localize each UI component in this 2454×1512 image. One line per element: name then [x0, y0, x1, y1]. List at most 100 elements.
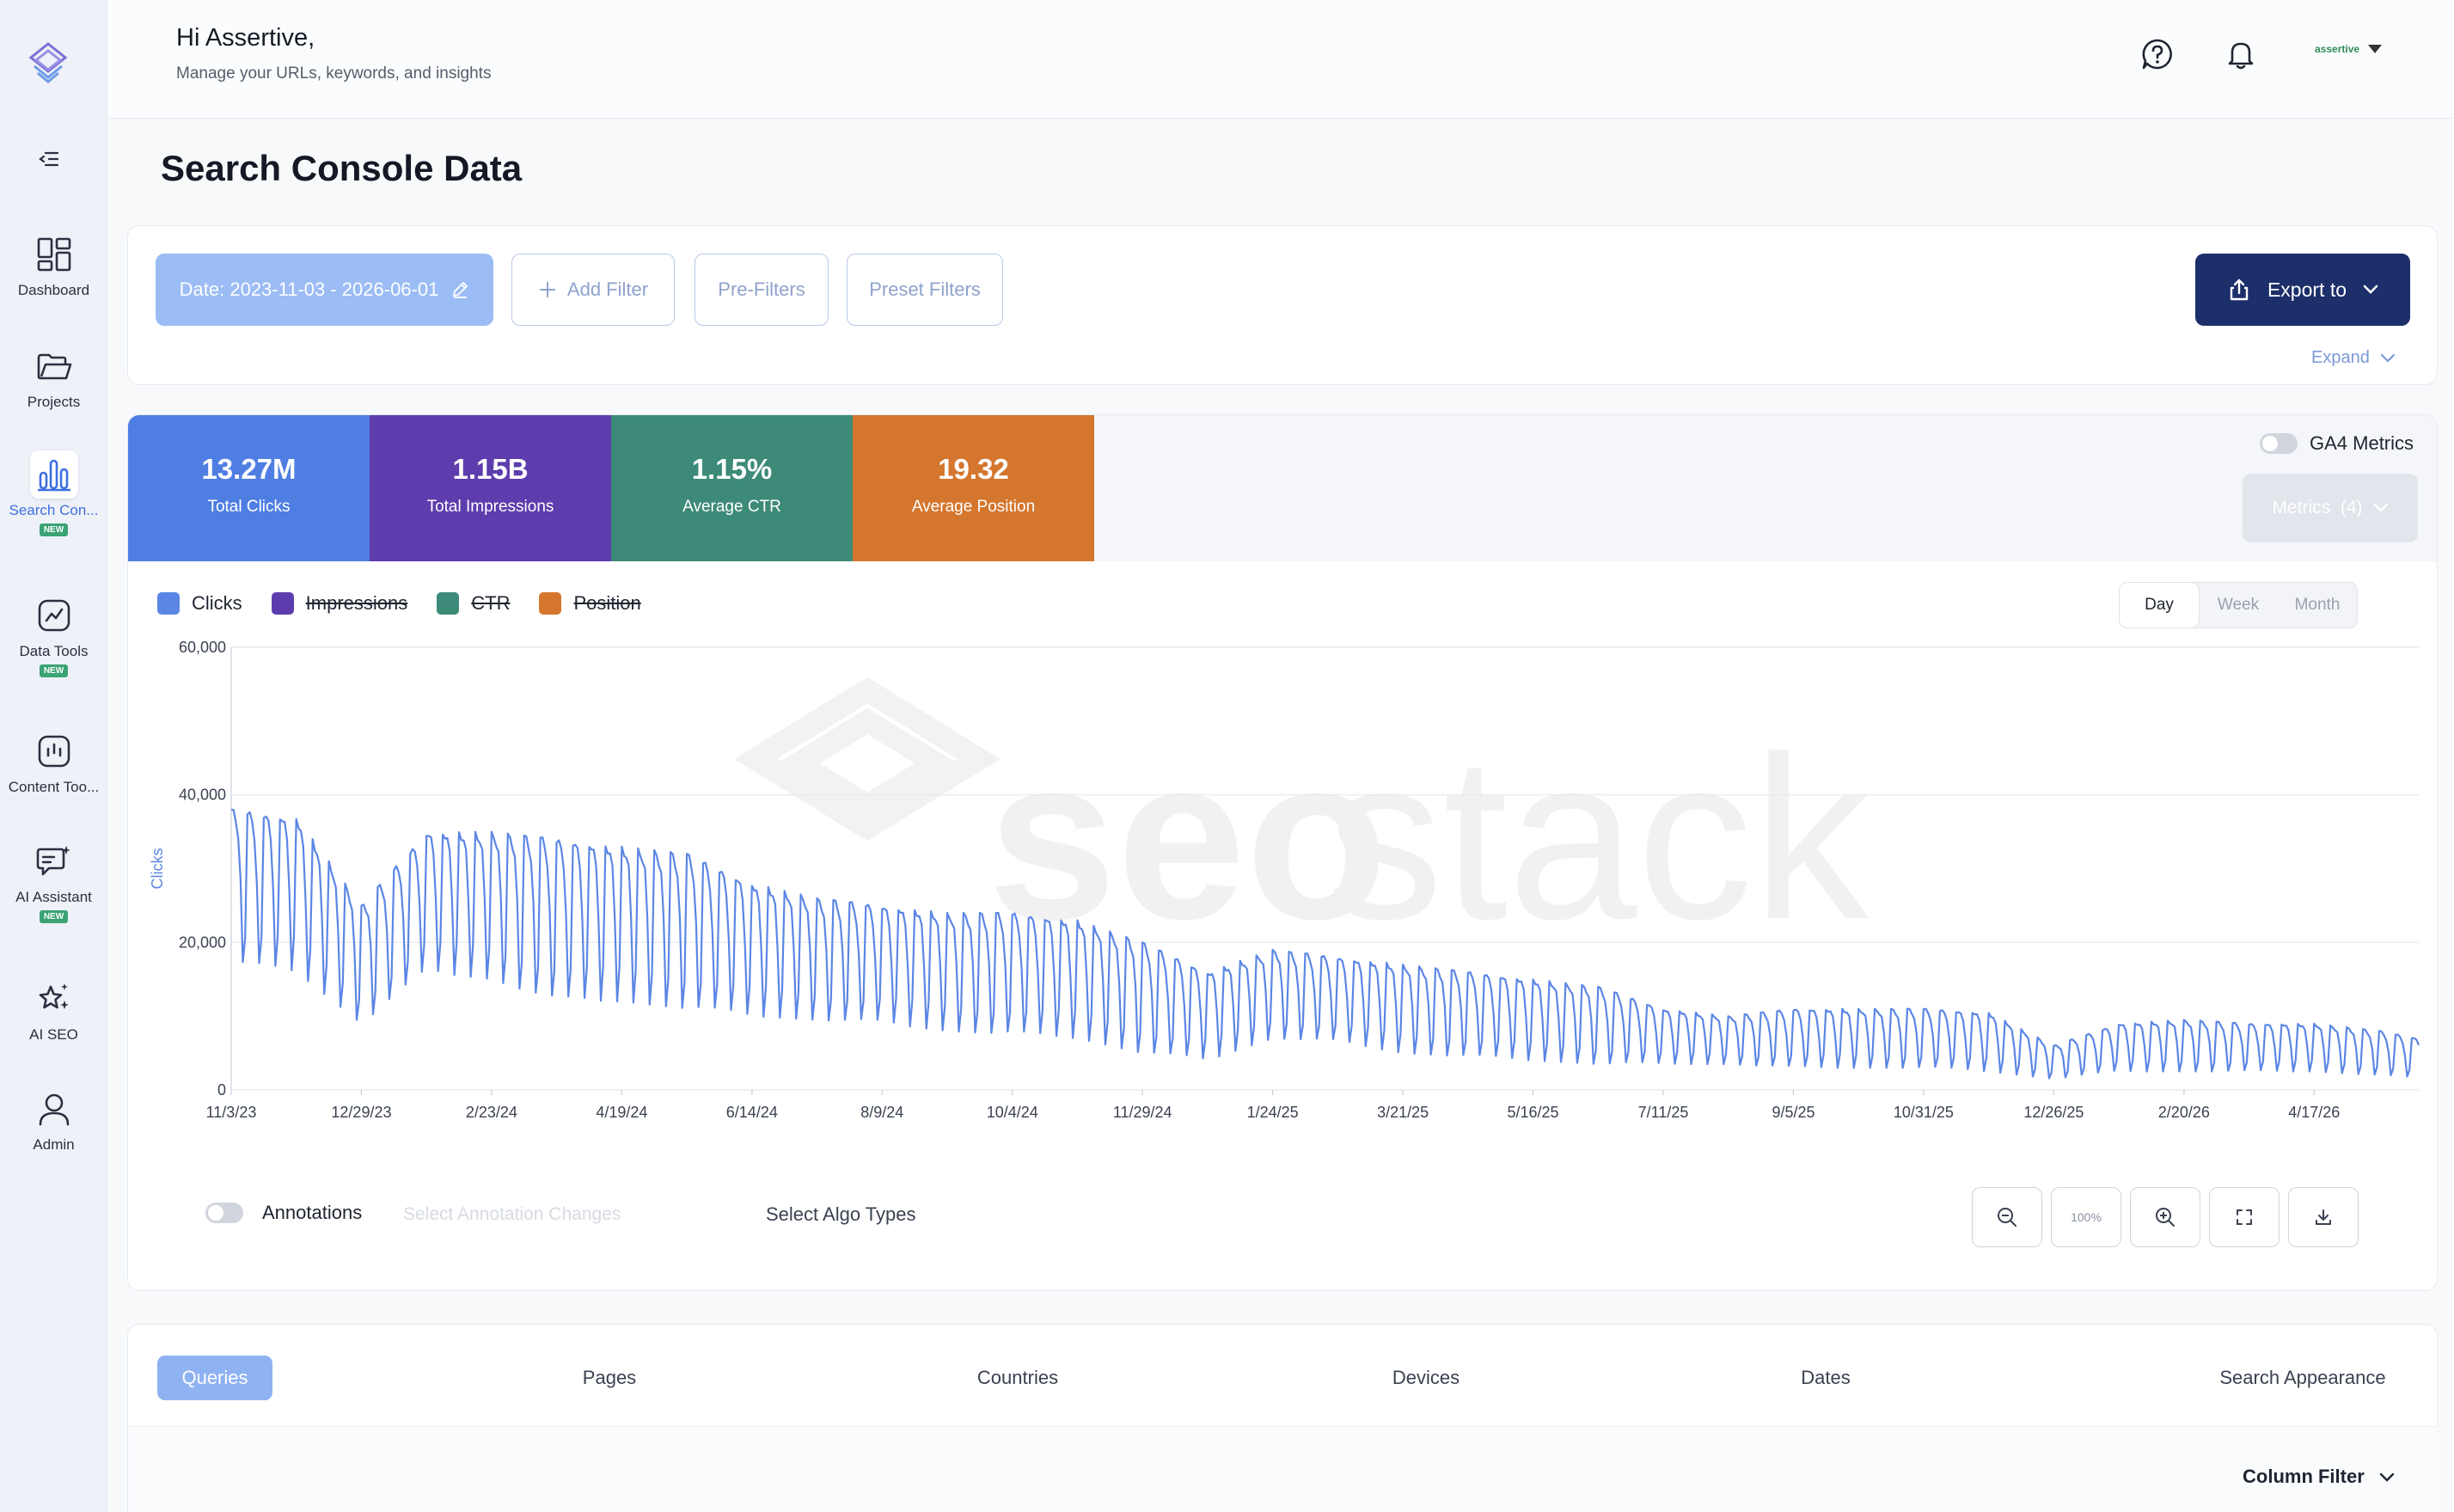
metric-total-clicks[interactable]: 13.27M Total Clicks [128, 415, 370, 561]
tab-devices[interactable]: Devices [1392, 1367, 1460, 1388]
sidebar-item-ai-seo[interactable]: AI SEO [0, 975, 107, 1044]
x-tick-label: 1/24/25 [1247, 1104, 1299, 1121]
download-icon [2316, 1209, 2331, 1225]
metric-average-ctr[interactable]: 1.15% Average CTR [611, 415, 853, 561]
tab-dates[interactable]: Dates [1801, 1367, 1851, 1388]
metrics-dropdown[interactable]: Metrics (4) [2243, 474, 2418, 542]
chat-sparkle-icon [30, 837, 78, 885]
clicks-line-chart[interactable]: seo stack 0 20,000 40,000 60,000 11/3/23 12/… [128, 621, 2438, 1154]
y-axis: 0 20,000 40,000 60,000 [179, 639, 226, 1099]
chevron-down-icon [2363, 285, 2378, 294]
metric-average-position[interactable]: 19.32 Average Position [853, 415, 1094, 561]
date-range-button[interactable]: Date: 2023-11-03 - 2026-06-01 [156, 254, 493, 326]
y-axis-label: Clicks [149, 848, 166, 890]
bar-chart-icon [29, 450, 78, 499]
watermark-bold: seo [988, 709, 1387, 968]
preset-filters-label: Preset Filters [869, 279, 981, 300]
sidebar-item-label: Dashboard [17, 282, 90, 298]
legend-label: Clicks [192, 592, 242, 614]
zoom-in-button[interactable] [2130, 1187, 2200, 1247]
legend-swatch [539, 592, 562, 615]
annotation-changes-select[interactable]: Select Annotation Changes [403, 1204, 621, 1224]
x-tick-label: 12/29/23 [331, 1104, 391, 1121]
metric-label: Average Position [911, 498, 1036, 516]
y-tick-label: 60,000 [179, 639, 226, 656]
sidebar-item-dashboard[interactable]: Dashboard [0, 230, 107, 299]
period-week-button[interactable]: Week [2217, 596, 2260, 614]
tab-pages[interactable]: Pages [582, 1367, 637, 1388]
y-tick-label: 0 [217, 1081, 226, 1099]
legend-label: CTR [471, 592, 511, 614]
metric-value: 1.15B [452, 453, 529, 485]
column-filter-button[interactable]: Column Filter [2243, 1466, 2396, 1488]
zoom-level-button[interactable]: 100% [2051, 1187, 2121, 1247]
tab-countries[interactable]: Countries [976, 1367, 1059, 1388]
dashboard-icon [30, 230, 78, 279]
x-tick-label: 2/23/24 [466, 1104, 517, 1121]
sidebar-item-admin[interactable]: Admin [0, 1085, 107, 1154]
preset-filters-button[interactable]: Preset Filters [847, 254, 1003, 326]
bell-icon[interactable] [2224, 37, 2258, 71]
legend-item-position[interactable]: Position [539, 592, 641, 615]
annotations-toggle[interactable]: Annotations [205, 1202, 362, 1224]
period-month-button[interactable]: Month [2294, 596, 2341, 614]
x-tick-label: 7/11/25 [1638, 1104, 1689, 1121]
account-menu[interactable]: assertive [2315, 43, 2383, 55]
algo-types-select[interactable]: Select Algo Types [766, 1203, 916, 1225]
chevron-down-icon [2380, 353, 2395, 363]
x-tick-label: 10/4/24 [987, 1104, 1038, 1121]
pre-filters-label: Pre-Filters [718, 279, 805, 300]
sidebar-item-content-tools[interactable]: Content Too... [0, 727, 107, 796]
legend-item-ctr[interactable]: CTR [437, 592, 510, 615]
x-tick-label: 4/17/26 [2288, 1104, 2340, 1121]
filter-bar: Date: 2023-11-03 - 2026-06-01 Add Filter… [127, 225, 2438, 385]
period-day-button[interactable]: Day [2120, 583, 2199, 627]
metric-value: 1.15% [691, 453, 773, 485]
metrics-dropdown-label: Metrics (4) [2272, 498, 2363, 517]
expand-label: Expand [2311, 348, 2370, 367]
new-badge: NEW [39, 523, 69, 536]
tab-search-appearance[interactable]: Search Appearance [2219, 1367, 2386, 1388]
top-header: Hi Assertive, Manage your URLs, keywords… [107, 0, 2454, 119]
x-tick-label: 10/31/25 [1894, 1104, 1954, 1121]
toggle-switch[interactable] [2260, 433, 2298, 454]
fullscreen-button[interactable] [2209, 1187, 2280, 1247]
table-toolbar [128, 1427, 2439, 1512]
annotations-label: Annotations [262, 1202, 363, 1223]
upload-icon [2230, 279, 2249, 301]
metric-label: Total Clicks [207, 498, 291, 516]
ga4-metrics-toggle[interactable]: GA4 Metrics [2260, 432, 2414, 455]
x-tick-label: 9/5/25 [1772, 1104, 1814, 1121]
app-logo-icon[interactable] [26, 39, 70, 90]
metric-total-impressions[interactable]: 1.15B Total Impressions [370, 415, 611, 561]
sidebar-item-search-console[interactable]: Search Con... NEW [0, 450, 107, 536]
zoom-out-button[interactable] [1972, 1187, 2042, 1247]
export-button[interactable]: Export to [2195, 254, 2410, 326]
metrics-strip: 13.27M Total Clicks 1.15B Total Impressi… [128, 415, 2437, 561]
series-line-clicks [230, 808, 2420, 1080]
pre-filters-button[interactable]: Pre-Filters [695, 254, 829, 326]
metric-label: Total Impressions [426, 498, 554, 516]
sidebar-item-data-tools[interactable]: Data Tools NEW [0, 591, 107, 677]
toggle-switch[interactable] [205, 1203, 243, 1223]
audio-bars-icon [30, 727, 78, 775]
period-selector: Day Week Month [2119, 582, 2358, 628]
sidebar-item-projects[interactable]: Projects [0, 342, 107, 411]
legend-item-clicks[interactable]: Clicks [157, 592, 242, 615]
stars-icon [30, 975, 78, 1023]
account-logo: assertive [2315, 43, 2360, 55]
ga4-label: GA4 Metrics [2310, 432, 2414, 454]
tab-queries[interactable]: Queries [157, 1356, 272, 1400]
help-icon[interactable] [2140, 37, 2175, 71]
legend-swatch [271, 592, 294, 615]
sidebar-item-label: AI Assistant [15, 889, 92, 905]
page-title: Search Console Data [161, 148, 523, 188]
download-chart-button[interactable] [2288, 1187, 2359, 1247]
add-filter-button[interactable]: Add Filter [511, 254, 675, 326]
metric-label: Average CTR [682, 498, 781, 516]
expand-toggle[interactable]: Expand [2311, 348, 2396, 368]
sidebar-item-ai-assistant[interactable]: AI Assistant NEW [0, 837, 107, 923]
legend-item-impressions[interactable]: Impressions [271, 592, 407, 615]
zoom-in-icon [2156, 1208, 2175, 1227]
sidebar-toggle-icon[interactable] [36, 146, 62, 172]
